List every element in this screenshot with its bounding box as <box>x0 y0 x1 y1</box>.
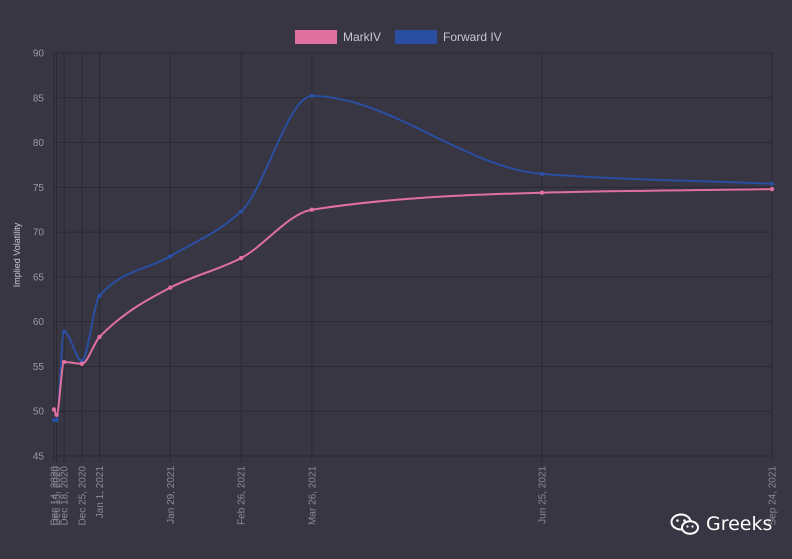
grid <box>53 52 773 462</box>
legend-label-forward-iv: Forward IV <box>443 30 502 44</box>
y-tick-label-7: 80 <box>33 138 45 149</box>
legend-label-markiv: MarkIV <box>343 30 381 44</box>
x-tick-label-6: Feb 26, 2021 <box>237 466 248 525</box>
point-forward-iv-9 <box>769 181 775 186</box>
series-group <box>51 93 775 423</box>
y-tick-label-1: 50 <box>33 407 45 418</box>
x-tick-label-9: Sep 24, 2021 <box>768 466 779 526</box>
x-tick-label-7: Mar 26, 2021 <box>307 466 318 525</box>
legend-swatch-forward-iv <box>395 30 437 44</box>
point-markiv-0 <box>51 407 57 412</box>
point-markiv-9 <box>769 186 775 192</box>
point-markiv-1 <box>54 412 59 418</box>
point-forward-iv-5 <box>168 254 173 259</box>
x-tick-label-5: Jan 29, 2021 <box>166 466 177 524</box>
y-tick-label-0: 45 <box>33 452 45 463</box>
x-tick-label-1: Dec 15, 2020 <box>52 466 63 526</box>
series-line-forward-iv <box>53 94 773 422</box>
point-forward-iv-7 <box>309 93 315 99</box>
point-forward-iv-6 <box>238 209 244 214</box>
point-markiv-8 <box>539 190 545 195</box>
y-tick-label-8: 85 <box>33 93 45 104</box>
watermark: Greeks <box>670 512 772 536</box>
x-tick-label-2: Dec 18, 2020 <box>60 466 71 526</box>
x-tick-label-4: Jan 1, 2021 <box>95 466 106 519</box>
y-tick-label-6: 75 <box>33 183 45 194</box>
x-tick-label-0: Dec 14, 2020 <box>50 466 61 526</box>
watermark-text: Greeks <box>706 513 773 535</box>
y-tick-label-9: 90 <box>33 49 45 60</box>
y-tick-label-3: 60 <box>33 317 45 328</box>
point-markiv-5 <box>168 285 173 290</box>
point-markiv-4 <box>97 334 102 340</box>
point-markiv-2 <box>61 359 67 365</box>
y-axis-ticks: 45 50 55 60 65 70 75 80 85 90 <box>33 49 45 463</box>
point-forward-iv-2 <box>61 329 67 334</box>
y-tick-label-2: 55 <box>33 362 45 373</box>
x-tick-label-3: Dec 25, 2020 <box>77 466 88 526</box>
x-tick-label-8: Jun 25, 2021 <box>537 466 548 524</box>
point-markiv-3 <box>79 361 85 366</box>
y-tick-label-5: 70 <box>33 228 45 239</box>
point-forward-iv-8 <box>539 171 545 177</box>
y-axis-title: Implied Volatility <box>12 222 22 287</box>
point-forward-iv-1 <box>54 417 59 423</box>
wechat-icon <box>670 513 699 535</box>
point-forward-iv-4 <box>97 293 102 298</box>
y-tick-label-4: 65 <box>33 272 45 283</box>
point-markiv-7 <box>309 207 315 212</box>
point-markiv-6 <box>238 255 244 261</box>
legend-swatch-markiv <box>295 30 337 44</box>
series-line-markiv <box>53 188 773 416</box>
legend: MarkIV Forward IV <box>295 30 502 44</box>
